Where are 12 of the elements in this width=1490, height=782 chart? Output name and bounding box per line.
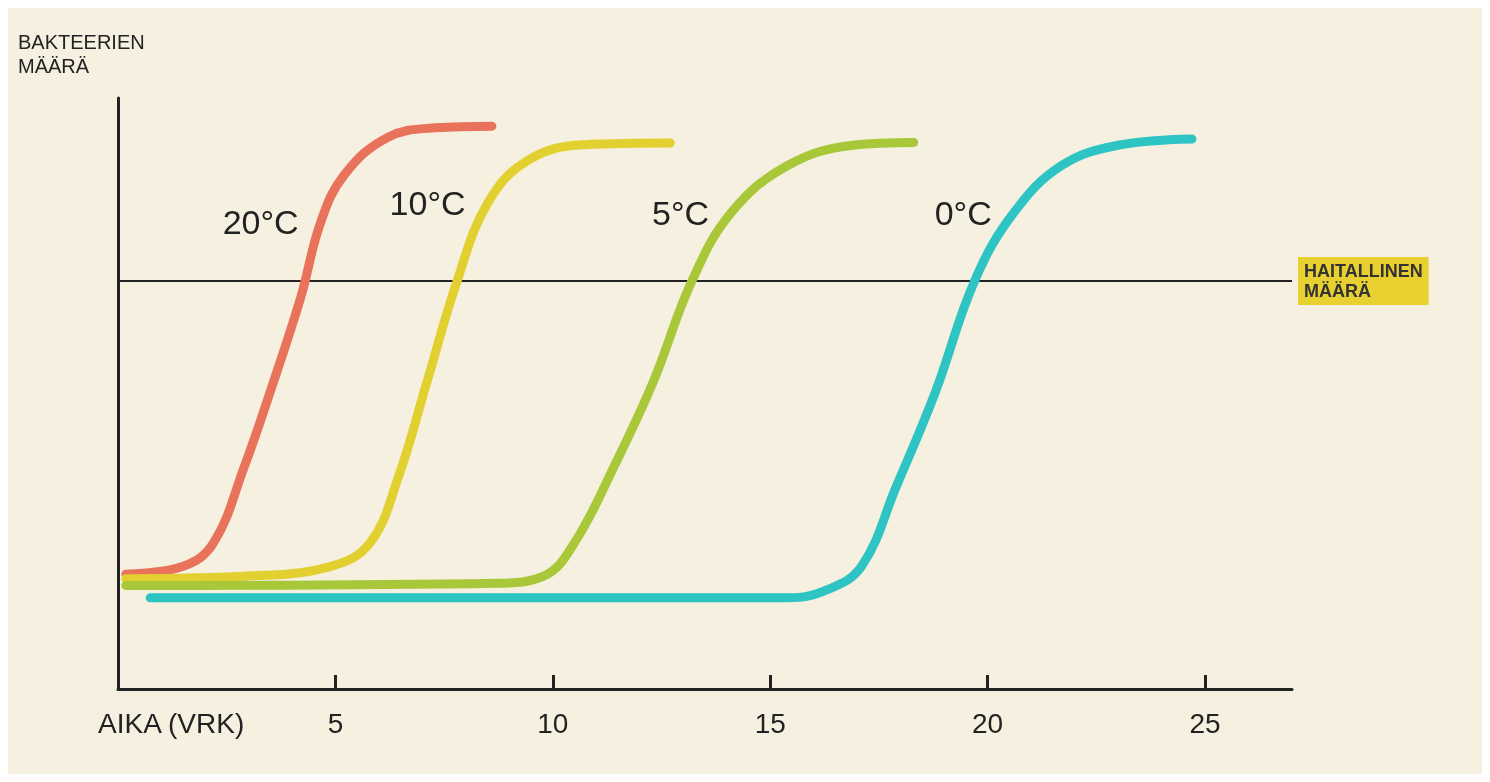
series-label: 10°C [389,184,466,223]
x-tick-label: 25 [1189,707,1221,739]
y-axis-title: BAKTEERIEN MÄÄRÄ [18,31,145,77]
series-label: 20°C [222,203,299,242]
x-tick-label: 15 [754,707,786,739]
x-tick-label: 20 [972,707,1004,739]
x-tick-label: 5 [327,707,344,739]
series-label: 5°C [652,193,710,232]
x-tick-label: 10 [537,707,569,739]
ref-line-label: HAITALLINEN MÄÄRÄ [1304,260,1423,301]
series-label: 0°C [934,193,992,232]
x-axis-title: AIKA (VRK) [98,707,245,739]
